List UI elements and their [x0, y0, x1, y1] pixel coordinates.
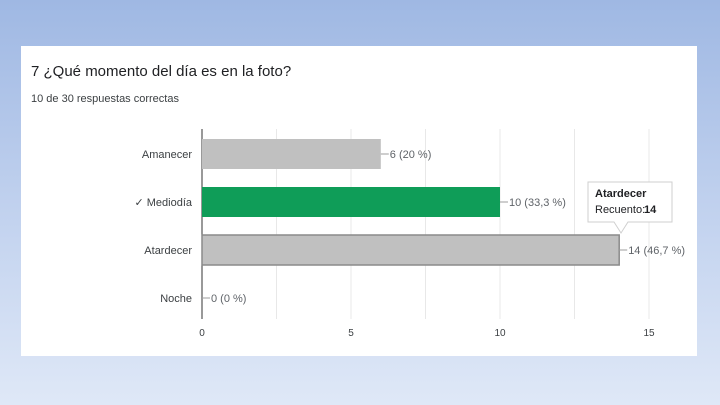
data-label: 14 (46,7 %)	[628, 245, 685, 257]
x-tick-label: 15	[643, 328, 655, 339]
x-tick-label: 5	[348, 328, 354, 339]
x-tick-label: 0	[199, 328, 205, 339]
category-label: Atardecer	[144, 245, 192, 257]
tooltip-count-value: 14	[644, 204, 657, 216]
data-label: 10 (33,3 %)	[509, 197, 566, 209]
response-bar-chart: Amanecer 6 (20 %) ✓ Mediodía 10 (33,3 %) Ata…	[134, 129, 685, 339]
data-label: 0 (0 %)	[211, 293, 246, 305]
correct-answers-summary: 10 de 30 respuestas correctas	[31, 93, 179, 105]
data-label: 6 (20 %)	[390, 149, 432, 161]
bar-1[interactable]	[202, 187, 500, 217]
bar-0[interactable]	[202, 139, 381, 169]
tooltip-count-label: Recuento:	[595, 204, 645, 216]
category-label: Amanecer	[142, 149, 192, 161]
category-label: Noche	[160, 293, 192, 305]
tooltip-title: Atardecer	[595, 188, 647, 200]
question-card: 7 ¿Qué momento del día es en la foto? 10…	[21, 46, 697, 356]
category-label: ✓ Mediodía	[134, 197, 192, 209]
bar-2[interactable]	[201, 234, 620, 266]
tooltip-box	[587, 181, 673, 234]
question-title: 7 ¿Qué momento del día es en la foto?	[31, 63, 292, 80]
x-tick-label: 10	[494, 328, 506, 339]
